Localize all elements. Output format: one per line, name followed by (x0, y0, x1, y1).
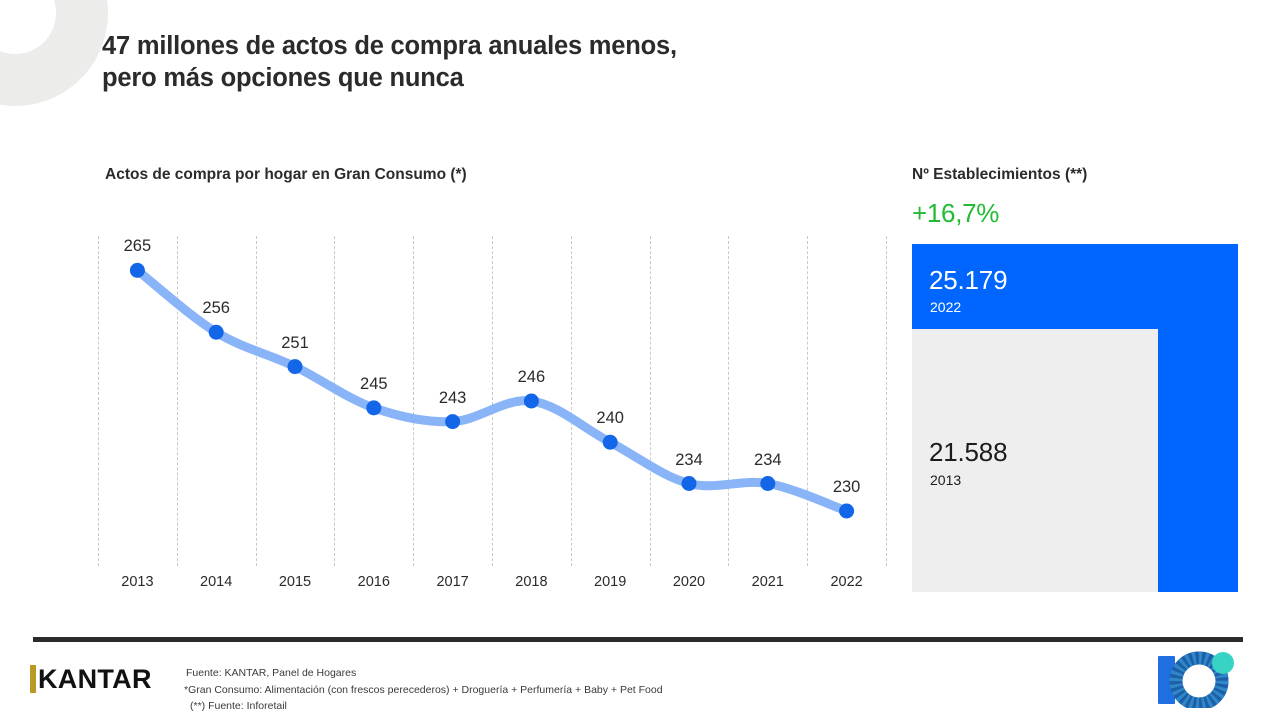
data-point-marker (445, 414, 461, 430)
data-point-label: 243 (438, 388, 467, 407)
data-point-marker (681, 476, 697, 491)
data-point-label: 230 (832, 478, 861, 496)
data-point-label: 246 (517, 368, 546, 386)
gridline (807, 236, 809, 566)
data-point-label: 245 (360, 374, 388, 393)
data-point-label: 234 (754, 450, 782, 469)
data-point-marker (208, 324, 224, 340)
line-series (129, 262, 855, 519)
x-axis-tick: 2020 (672, 574, 706, 590)
gridline (176, 236, 178, 566)
data-point-marker (839, 503, 855, 519)
gridline (255, 236, 257, 566)
x-axis-tick: 2017 (436, 574, 469, 590)
page-title: 47 millones de actos de compra anuales m… (102, 30, 1002, 94)
gridline (98, 236, 99, 566)
data-point-marker (523, 393, 539, 409)
x-axis-tick: 2018 (515, 574, 548, 590)
bar-2013 (912, 329, 1158, 592)
x-axis-labels: 2013 2014 2015 2016 2017 2018 2019 2020 2021 2022 (98, 574, 886, 596)
gridline (492, 236, 493, 566)
line-chart-title: Actos de compra por hogar en Gran Consum… (105, 166, 467, 183)
gridline (649, 236, 651, 566)
gridline (886, 236, 887, 566)
footer-divider (33, 637, 1243, 642)
line-chart-panel: Actos de compra por hogar en Gran Consum… (98, 166, 898, 606)
kantar-logo-wordmark: KANTAR (38, 664, 152, 694)
store-chart-title: Nº Establecimientos (**) (912, 166, 1088, 183)
footnotes: Fuente: KANTAR, Panel de Hogares *Gran C… (184, 665, 663, 715)
bar-2022-year: 2022 (930, 299, 962, 315)
x-axis-tick: 2013 (121, 574, 154, 590)
gridline (570, 236, 572, 566)
data-point-marker (287, 359, 303, 375)
x-axis-tick: 2015 (278, 574, 312, 590)
kantar-logo-bar (30, 665, 36, 693)
store-growth-badge: +16,7% (912, 198, 1000, 228)
x-axis-tick: 2014 (200, 574, 233, 590)
anniversary-10-logo (1152, 650, 1240, 711)
gridline (413, 236, 415, 566)
bar-2022-value: 25.179 (929, 265, 1008, 295)
data-point-label: 240 (596, 409, 624, 428)
data-point-marker (366, 400, 382, 416)
kantar-logo: KANTAR (30, 665, 152, 693)
data-point-label: 234 (675, 450, 703, 469)
data-point-label: 251 (281, 333, 309, 352)
page-title-line-1: 47 millones de actos de compra anuales m… (102, 32, 677, 60)
line-chart-plot-area: 265 256 251 245 243 246 240 234 234 230 (98, 236, 887, 566)
line-series-path (132, 265, 852, 516)
page-title-line-2: pero más opciones que nunca (102, 64, 464, 92)
decorative-arc (0, 0, 108, 106)
data-point-marker (129, 262, 145, 278)
data-point-label: 265 (123, 237, 152, 256)
data-point-marker (760, 476, 776, 491)
footnote-source: Fuente: KANTAR, Panel de Hogares (186, 667, 357, 679)
x-axis-tick: 2022 (830, 574, 863, 590)
store-count-panel: Nº Establecimientos (**) +16,7% 25.179 2… (910, 166, 1240, 606)
gridline (334, 236, 336, 566)
data-point-marker (602, 434, 618, 450)
bar-2013-value: 21.588 (929, 437, 1008, 467)
bar-2013-year: 2013 (930, 472, 962, 488)
footnote-inforetail: (**) Fuente: Inforetail (190, 700, 287, 712)
gridline (728, 236, 730, 566)
footnote-definition: *Gran Consumo: Alimentación (con frescos… (184, 683, 663, 696)
x-axis-tick: 2019 (594, 574, 627, 590)
x-axis-tick: 2016 (357, 574, 390, 590)
store-bars: 25.179 2022 21.588 2013 (912, 244, 1238, 592)
data-point-label: 256 (202, 299, 230, 318)
x-axis-tick: 2021 (751, 574, 784, 590)
